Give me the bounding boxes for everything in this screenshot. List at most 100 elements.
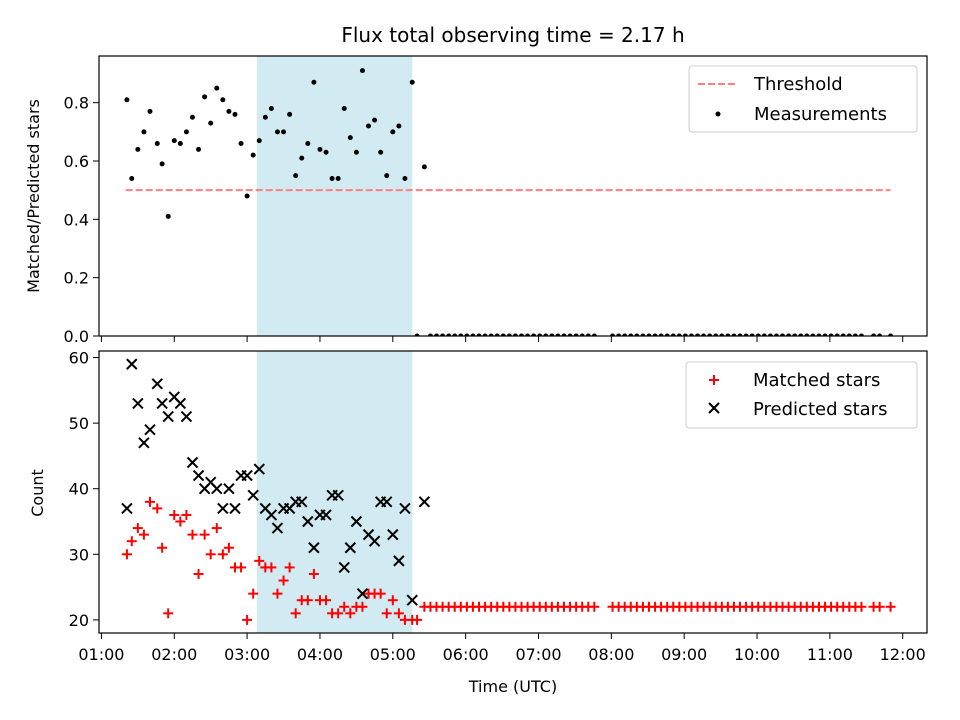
predicted-star-marker bbox=[338, 561, 350, 574]
measurement-point bbox=[628, 333, 634, 336]
x-tick-label: 02:00 bbox=[151, 645, 197, 664]
matched-star-marker bbox=[163, 608, 174, 619]
measurement-point bbox=[378, 149, 384, 155]
matched-star-marker bbox=[181, 509, 192, 520]
measurement-point bbox=[250, 152, 256, 158]
matched-star-marker bbox=[121, 549, 132, 560]
y-tick-label: 0.8 bbox=[64, 94, 89, 113]
matched-star-marker bbox=[308, 568, 319, 579]
predicted-star-marker bbox=[406, 594, 418, 606]
matched-star-marker bbox=[278, 575, 289, 586]
measurement-point bbox=[682, 333, 688, 336]
plot-area bbox=[121, 358, 896, 625]
measurement-point bbox=[561, 333, 567, 336]
matched-star-marker bbox=[339, 601, 350, 612]
measurement-point bbox=[366, 123, 372, 129]
measurement-point bbox=[549, 333, 555, 336]
legend-threshold-label: Threshold bbox=[753, 74, 843, 95]
x-axis-label: Time (UTC) bbox=[468, 677, 557, 696]
measurement-point bbox=[816, 333, 822, 336]
predicted-star-marker bbox=[144, 423, 156, 436]
measurement-point bbox=[287, 111, 293, 117]
measurement-point bbox=[452, 333, 458, 336]
measurement-point bbox=[792, 333, 798, 336]
matched-star-marker bbox=[193, 568, 204, 579]
measurement-point bbox=[573, 333, 579, 336]
measurement-point bbox=[421, 164, 427, 170]
y-tick-label: 50 bbox=[69, 414, 89, 433]
matched-star-marker bbox=[589, 601, 600, 612]
x-tick-label: 05:00 bbox=[370, 645, 416, 664]
measurement-point bbox=[402, 176, 408, 181]
legend-predicted-label: Predicted stars bbox=[753, 399, 887, 420]
measurement-point bbox=[646, 333, 652, 336]
matched-star-marker bbox=[254, 555, 265, 566]
y-tick-label: 60 bbox=[69, 349, 89, 368]
measurement-point bbox=[226, 108, 232, 114]
measurement-point bbox=[202, 94, 208, 100]
measurement-point bbox=[409, 79, 415, 85]
measurement-point bbox=[440, 333, 446, 336]
measurement-point bbox=[476, 333, 482, 336]
y-tick-label: 40 bbox=[69, 480, 89, 499]
measurement-point bbox=[525, 333, 531, 336]
measurement-point bbox=[767, 333, 773, 336]
predicted-star-marker bbox=[253, 463, 265, 475]
measurement-point bbox=[165, 213, 171, 219]
measurement-point bbox=[531, 333, 537, 336]
predicted-star-marker bbox=[126, 358, 138, 370]
measurement-point bbox=[396, 123, 402, 129]
measurement-point bbox=[640, 333, 646, 336]
measurement-point bbox=[707, 333, 713, 336]
measurement-point bbox=[147, 108, 153, 114]
measurement-point bbox=[773, 333, 779, 336]
predicted-star-marker bbox=[332, 489, 344, 501]
measurement-point bbox=[804, 333, 810, 336]
measurement-point bbox=[129, 176, 135, 181]
measurement-point bbox=[293, 173, 299, 179]
predicted-star-marker bbox=[296, 496, 308, 508]
measurement-point bbox=[189, 114, 195, 120]
measurement-point bbox=[268, 106, 274, 111]
y-tick-label: 0.6 bbox=[64, 152, 89, 171]
legend-measurements-label: Measurements bbox=[754, 104, 887, 125]
measurement-point bbox=[610, 333, 616, 336]
measurement-point bbox=[347, 135, 353, 141]
measurement-point bbox=[737, 333, 743, 336]
predicted-star-marker bbox=[308, 542, 320, 554]
matched-star-marker bbox=[266, 562, 277, 573]
count-legend: Matched stars Predicted stars bbox=[685, 361, 918, 429]
measurement-point bbox=[846, 333, 852, 336]
matched-star-marker bbox=[138, 529, 149, 540]
matched-star-marker bbox=[217, 549, 228, 560]
measurement-point bbox=[670, 333, 676, 336]
measurement-point bbox=[317, 146, 323, 152]
legend-predicted-swatch bbox=[708, 402, 720, 414]
predicted-star-marker bbox=[132, 397, 144, 410]
measurement-point bbox=[810, 333, 816, 336]
measurement-point bbox=[135, 146, 141, 152]
predicted-star-marker bbox=[381, 496, 393, 508]
x-tick-label: 03:00 bbox=[224, 645, 270, 664]
measurement-point bbox=[262, 114, 268, 120]
measurement-point bbox=[749, 333, 755, 336]
measurement-point bbox=[664, 333, 670, 336]
x-tick-label: 12:00 bbox=[880, 645, 926, 664]
matched-star-marker bbox=[333, 608, 344, 619]
matched-star-marker bbox=[284, 562, 295, 573]
matched-star-marker bbox=[205, 549, 216, 560]
matched-star-marker bbox=[290, 608, 301, 619]
predicted-star-marker bbox=[138, 437, 150, 449]
measurement-point bbox=[713, 333, 719, 336]
predicted-star-marker bbox=[320, 509, 332, 521]
predicted-star-marker bbox=[217, 502, 229, 515]
measurement-point bbox=[208, 120, 214, 126]
y-tick-label: 0.0 bbox=[64, 327, 89, 346]
measurement-point bbox=[840, 333, 846, 336]
predicted-star-marker bbox=[265, 509, 278, 521]
predicted-star-marker bbox=[418, 496, 431, 508]
matched-star-marker bbox=[175, 516, 186, 527]
x-tick-label: 04:00 bbox=[297, 645, 343, 664]
measurement-point bbox=[658, 333, 664, 336]
measurement-point bbox=[701, 333, 707, 336]
